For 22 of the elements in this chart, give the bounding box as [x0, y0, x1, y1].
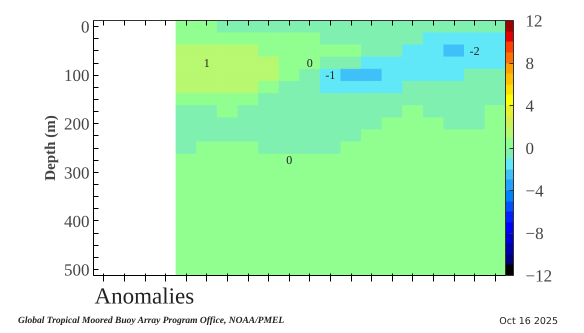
- data-label: 0: [286, 153, 292, 168]
- y-tick-label: 0: [81, 18, 90, 37]
- color-bar-label: −12: [526, 266, 552, 286]
- data-label: -2: [470, 44, 480, 58]
- data-label: 1: [204, 56, 210, 70]
- y-tick-label: 300: [64, 163, 90, 182]
- color-bar-label: −4: [526, 182, 544, 200]
- color-bar-label: 4: [526, 96, 534, 116]
- y-tick-label: 500: [64, 260, 90, 280]
- text: Global Tropical Moored Buoy Array Program Office, NOAA/PMEL: [18, 315, 284, 328]
- color-bar-label: 8: [526, 54, 534, 73]
- data-label: 0: [306, 56, 313, 70]
- color-bar-label: 0: [526, 139, 534, 158]
- color-bar-label: −8: [526, 224, 544, 243]
- y-tick-label: 200: [64, 114, 90, 134]
- y-tick-label: 400: [64, 212, 90, 231]
- data-label: -1: [325, 68, 336, 82]
- y-tick-label: 100: [64, 66, 90, 86]
- y-axis-title: Depth (m): [43, 115, 59, 181]
- text: Oct 16 2025: [499, 315, 558, 329]
- text: Anomalies: [94, 284, 194, 308]
- color-bar-label: 12: [526, 12, 542, 30]
